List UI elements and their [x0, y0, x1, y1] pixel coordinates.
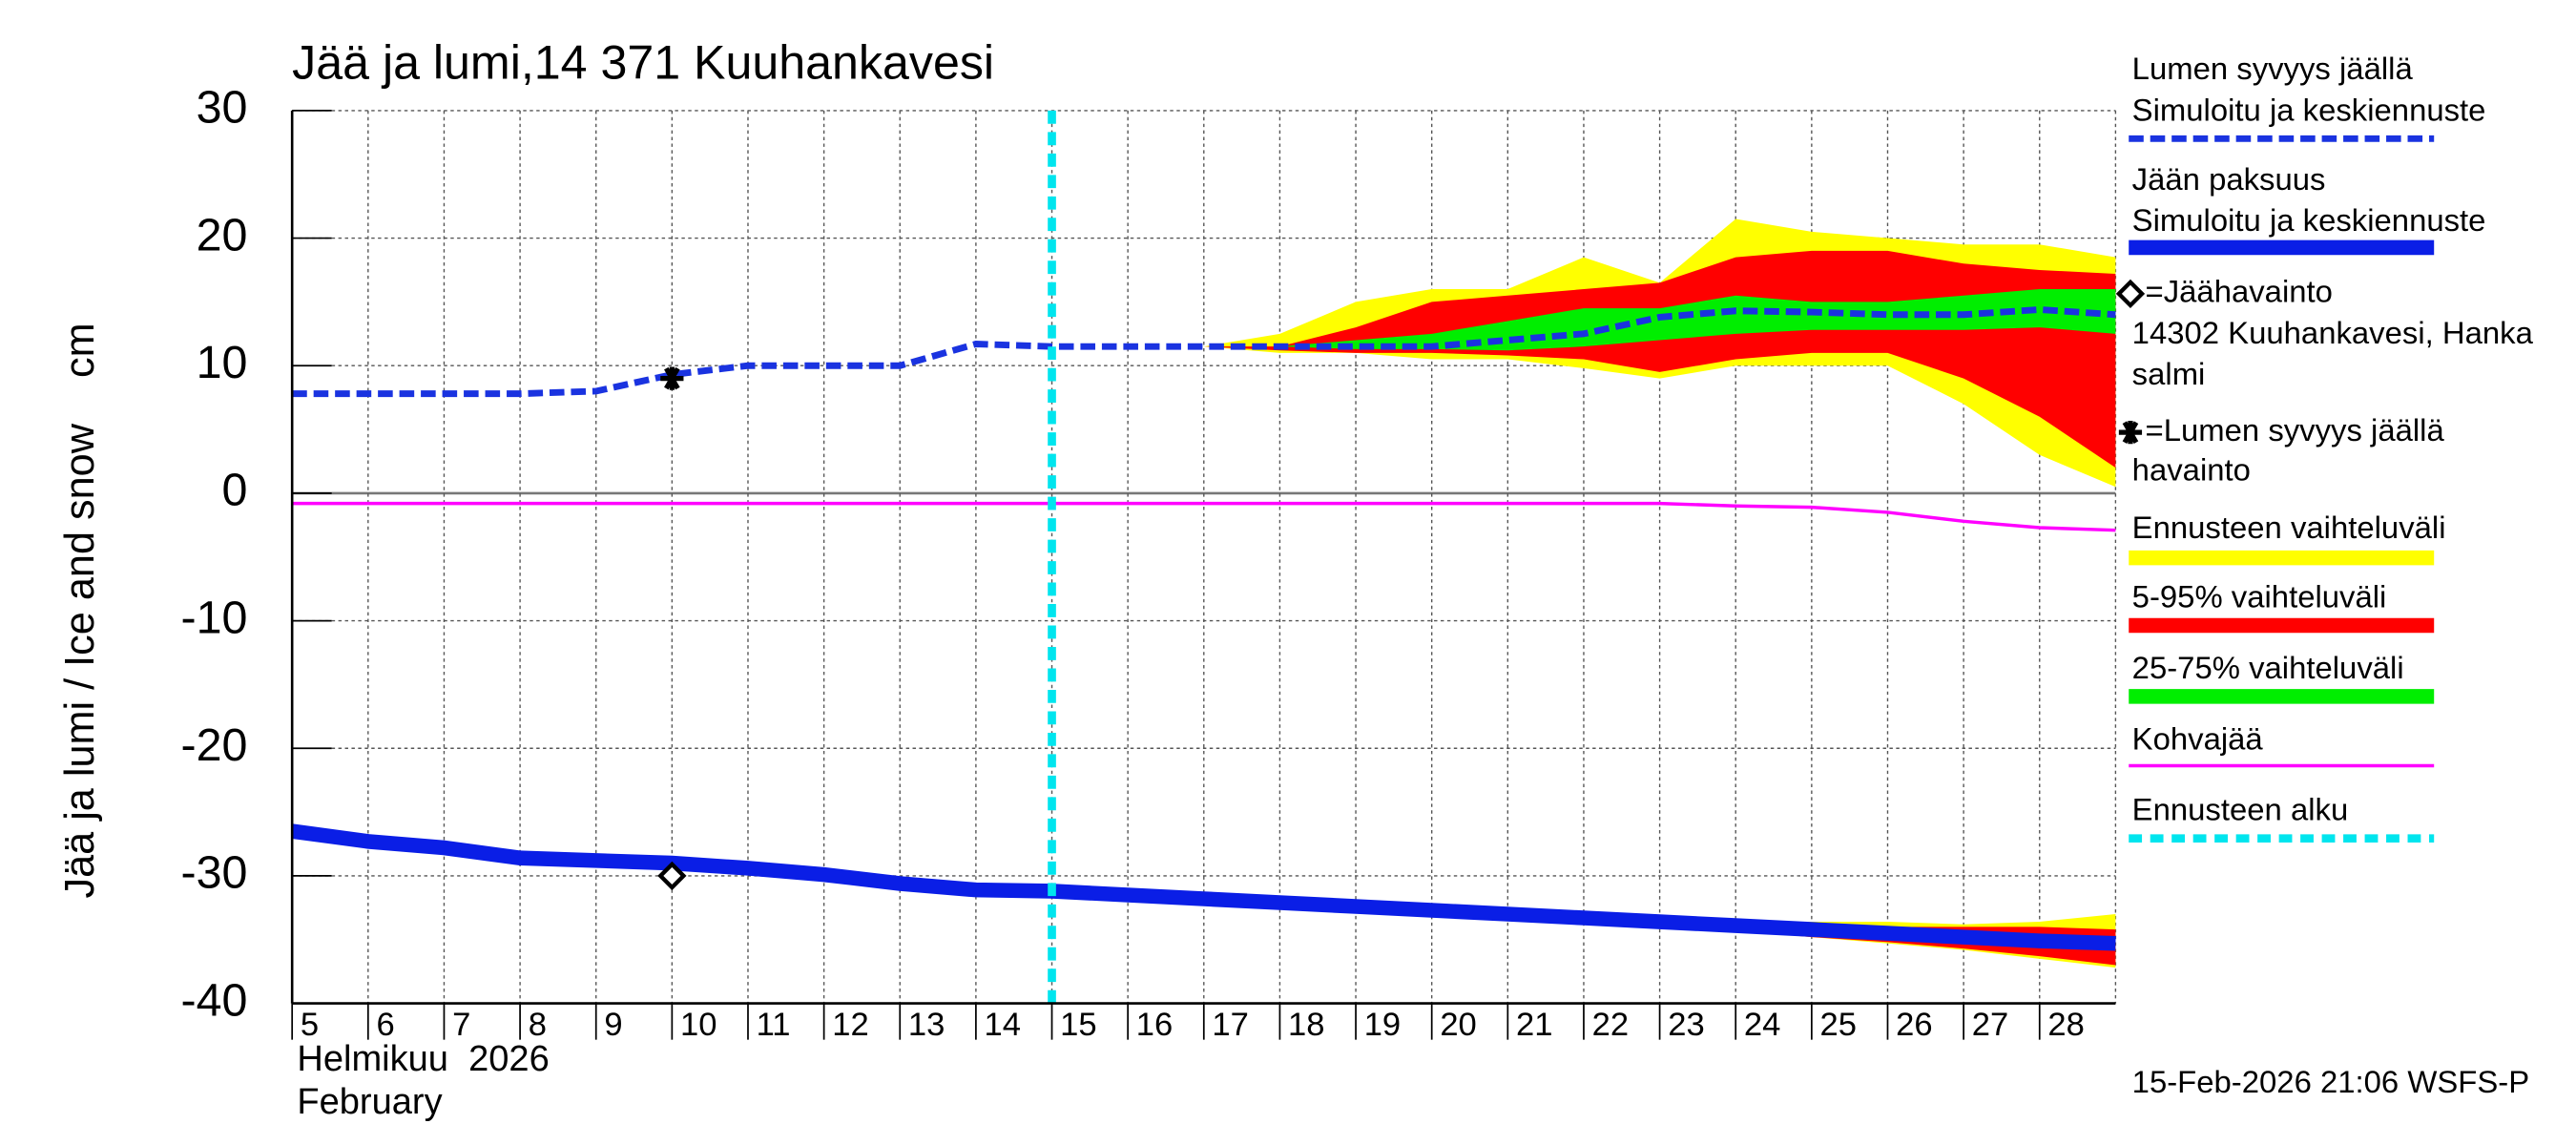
- legend-marker: [2115, 279, 2146, 309]
- x-tick-label: 13: [908, 1007, 945, 1043]
- y-tick-label: 30: [197, 82, 248, 134]
- x-tick-label: 5: [301, 1007, 319, 1043]
- legend-label: Simuloitu ja keskiennuste: [2132, 202, 2486, 238]
- x-tick-label: 23: [1668, 1007, 1704, 1043]
- x-tick-label: 12: [832, 1007, 868, 1043]
- observation-marker: [660, 366, 684, 390]
- legend-label: Kohvajää: [2132, 720, 2264, 756]
- legend-label: Lumen syvyys jäällä: [2132, 51, 2414, 86]
- legend-label: =Lumen syvyys jäällä: [2146, 412, 2445, 448]
- x-tick-label: 15: [1060, 1007, 1096, 1043]
- legend-label: Jään paksuus: [2132, 161, 2326, 197]
- legend-label: Ennusteen vaihteluväli: [2132, 510, 2446, 545]
- legend-label: salmi: [2132, 356, 2206, 391]
- legend-marker: [2118, 421, 2143, 445]
- footer: 15-Feb-2026 21:06 WSFS-P: [2132, 1064, 2529, 1099]
- x-tick-label: 18: [1288, 1007, 1324, 1043]
- series-line: [291, 823, 2116, 951]
- y-tick-label: -40: [181, 974, 248, 1026]
- x-tick-label: 24: [1744, 1007, 1780, 1043]
- series-line: [292, 501, 2116, 532]
- legend-label: havainto: [2132, 451, 2251, 487]
- x-tick-label: 26: [1896, 1007, 1932, 1043]
- y-tick-label: -30: [181, 847, 248, 899]
- x-axis-label: February: [297, 1082, 442, 1122]
- legend-label: 25-75% vaihteluväli: [2132, 650, 2404, 685]
- y-axis-label: Jää ja lumi / Ice and snow cm: [57, 323, 103, 898]
- y-tick-label: 20: [197, 209, 248, 260]
- x-tick-label: 6: [376, 1007, 394, 1043]
- x-tick-label: 11: [757, 1007, 791, 1043]
- legend-label: 14302 Kuuhankavesi, Hanka: [2132, 315, 2534, 350]
- y-tick-label: -10: [181, 592, 248, 643]
- observation-marker: [657, 861, 687, 891]
- x-tick-label: 28: [2047, 1007, 2084, 1043]
- x-tick-label: 22: [1592, 1007, 1629, 1043]
- x-tick-label: 14: [985, 1007, 1021, 1043]
- x-tick-label: 9: [604, 1007, 622, 1043]
- x-tick-label: 27: [1972, 1007, 2008, 1043]
- chart-title: Jää ja lumi,14 371 Kuuhankavesi: [292, 35, 994, 89]
- y-tick-label: 10: [197, 337, 248, 388]
- x-tick-label: 17: [1212, 1007, 1248, 1043]
- x-tick-label: 7: [452, 1007, 470, 1043]
- forecast-band: [1507, 914, 2116, 966]
- legend-label: 5-95% vaihteluväli: [2132, 579, 2387, 614]
- y-tick-label: 0: [222, 465, 248, 516]
- x-tick-label: 21: [1516, 1007, 1552, 1043]
- series-line: [292, 305, 2116, 398]
- legend-label: =Jäähavainto: [2146, 274, 2333, 309]
- legend-label: Simuloitu ja keskiennuste: [2132, 92, 2486, 127]
- legend-label: Ennusteen alku: [2132, 792, 2349, 827]
- x-axis-label: Helmikuu 2026: [297, 1039, 549, 1079]
- y-tick-label: -20: [181, 719, 248, 771]
- x-tick-label: 8: [529, 1007, 547, 1043]
- x-tick-label: 25: [1820, 1007, 1857, 1043]
- x-tick-label: 19: [1364, 1007, 1401, 1043]
- x-tick-label: 10: [680, 1007, 717, 1043]
- x-tick-label: 16: [1136, 1007, 1173, 1043]
- x-tick-label: 20: [1440, 1007, 1476, 1043]
